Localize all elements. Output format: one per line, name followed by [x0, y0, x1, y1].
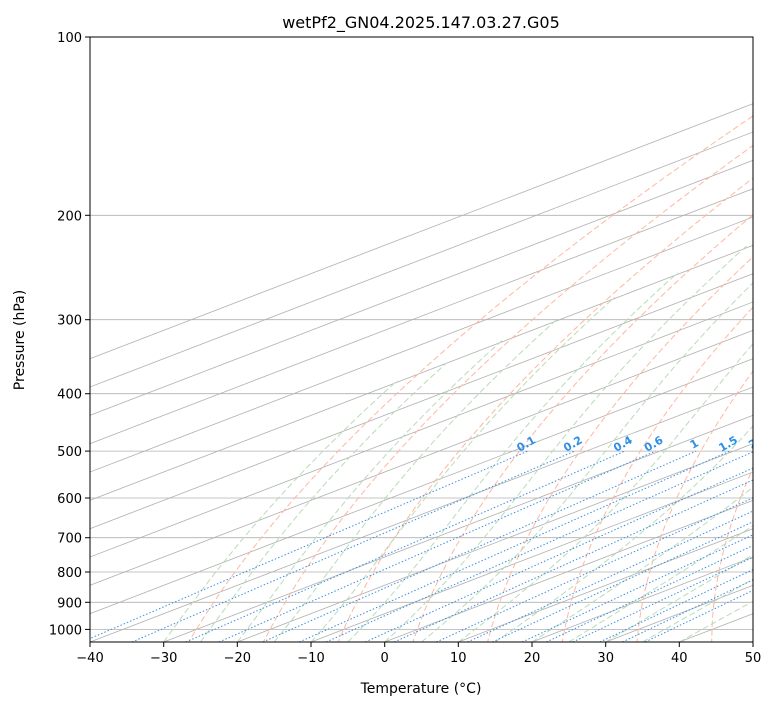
mixing-ratio-line — [365, 467, 753, 642]
mixing-ratio-line — [325, 451, 753, 642]
y-axis-label: Pressure (hPa) — [12, 290, 28, 390]
x-tick-label: 10 — [450, 651, 467, 666]
pressure-grid — [90, 37, 753, 630]
isotherm-line — [90, 301, 753, 558]
isotherm-line — [310, 471, 753, 642]
isotherm-line — [237, 443, 753, 642]
mixing-ratio-line — [546, 544, 753, 642]
x-tick-label: −30 — [150, 651, 177, 666]
dry-adiabats — [188, 115, 753, 642]
isotherm-line — [90, 358, 753, 615]
y-tick-label: 900 — [57, 596, 82, 611]
mixing-ratio-label: 2 — [746, 437, 759, 452]
moist-adiabat-line — [531, 486, 753, 642]
moist-adiabat-line — [384, 245, 748, 642]
dry-adiabat-line — [711, 467, 753, 642]
x-tick-label: −40 — [76, 651, 103, 666]
mixing-ratio-line — [90, 450, 529, 640]
mixing-ratio-line — [467, 510, 753, 642]
moist-adiabat-line — [347, 272, 678, 642]
y-tick-label: 600 — [57, 492, 82, 507]
y-tick-label: 800 — [57, 566, 82, 581]
moist-adiabat-line — [642, 578, 753, 642]
x-tick-label: 20 — [524, 651, 541, 666]
y-tick-label: 400 — [57, 388, 82, 403]
dry-adiabat-line — [636, 370, 753, 642]
moist-adiabat-line — [236, 339, 503, 642]
isotherm-line — [90, 329, 753, 586]
moist-adiabats — [163, 245, 753, 642]
isotherm-grid — [90, 103, 753, 642]
mixing-ratio-line — [393, 479, 753, 642]
dry-adiabat-line — [487, 256, 753, 642]
mixing-ratio-line — [298, 450, 731, 642]
mixing-ratio-line — [572, 556, 753, 642]
y-tick-label: 200 — [57, 209, 82, 224]
mixing-ratio-line — [599, 568, 753, 642]
x-tick-label: −20 — [224, 651, 251, 666]
y-tick-label: 300 — [57, 314, 82, 329]
dry-adiabat-line — [412, 214, 753, 642]
moist-adiabat-line — [421, 282, 753, 642]
moist-adiabat-line — [200, 362, 447, 642]
moist-adiabat-line — [310, 296, 616, 642]
isotherm-line — [90, 273, 753, 530]
y-axis-ticks: 1000 900 800 700 600 500 400 300 200 100 — [49, 31, 90, 638]
isotherm-line — [384, 499, 753, 642]
dry-adiabat-line — [561, 306, 753, 642]
isotherm-line — [90, 216, 753, 473]
isotherm-line — [90, 159, 753, 416]
moist-adiabat-line — [273, 319, 557, 642]
chart-title: wetPf2_GN04.2025.147.03.27.G05 — [282, 13, 560, 33]
isotherm-line — [458, 528, 753, 642]
mixing-ratio-line — [644, 589, 753, 642]
y-tick-label: 500 — [57, 445, 82, 460]
x-tick-label: 30 — [597, 651, 614, 666]
mixing-ratio-line — [492, 521, 753, 642]
moist-adiabat-line — [458, 342, 753, 642]
mixing-ratio-line — [185, 450, 625, 642]
isotherm-line — [90, 386, 753, 642]
moist-adiabat-line — [163, 380, 398, 642]
mixing-ratio-lines — [90, 450, 753, 642]
x-axis-ticks: −40 −30 −20 −10 0 10 20 30 40 50 — [76, 642, 761, 666]
y-tick-label: 1000 — [49, 623, 82, 638]
isotherm-line — [90, 244, 753, 501]
x-axis-label: Temperature (°C) — [360, 681, 482, 697]
plot-frame — [89, 36, 754, 643]
dry-adiabat-line — [188, 115, 753, 642]
isotherm-line — [163, 414, 753, 642]
x-tick-label: −10 — [297, 651, 324, 666]
y-tick-label: 700 — [57, 532, 82, 547]
isotherm-line — [90, 188, 753, 445]
dry-adiabat-line — [262, 144, 753, 642]
isotherm-line — [90, 131, 753, 388]
plot-area: 0.10.20.40.611.52346810131620253036 -100… — [90, 37, 759, 642]
x-tick-label: 0 — [381, 651, 389, 666]
moist-adiabat-line — [605, 554, 753, 642]
mixing-ratio-line — [622, 579, 753, 642]
moist-adiabat-line — [494, 425, 753, 642]
isotherm-line — [90, 103, 753, 360]
mixing-ratio-line — [218, 450, 656, 642]
x-tick-label: 40 — [671, 651, 688, 666]
x-tick-label: 50 — [745, 651, 762, 666]
y-tick-label: 100 — [57, 31, 82, 46]
